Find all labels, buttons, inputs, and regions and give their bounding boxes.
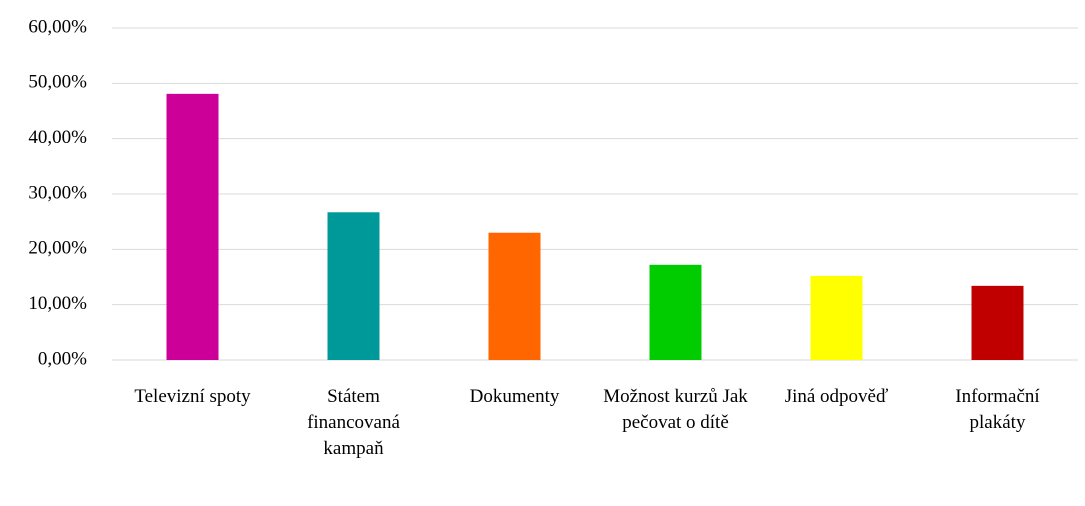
x-tick-label: Státem financovaná kampaň: [307, 386, 400, 459]
y-tick-label: 30,00%: [28, 182, 87, 203]
bar: [810, 275, 863, 360]
y-tick-label: 50,00%: [28, 72, 87, 93]
label-line: Jiná odpověď: [785, 386, 889, 407]
label-line: plakáty: [970, 412, 1026, 433]
label-line: Státem: [327, 386, 380, 407]
y-tick-label: 60,00%: [28, 16, 87, 37]
x-tick-label: Dokumenty: [470, 386, 560, 407]
x-tick-label: Jiná odpověď: [785, 386, 889, 407]
label-line: Dokumenty: [470, 386, 560, 407]
label-line: Informační: [955, 386, 1040, 407]
x-tick-label: Informační plakáty: [955, 386, 1040, 433]
y-tick-label: 40,00%: [28, 127, 87, 148]
x-tick-label: Televizní spoty: [134, 386, 251, 407]
label-line: financovaná: [307, 412, 400, 433]
y-tick-label: 10,00%: [28, 293, 87, 314]
bar: [971, 285, 1024, 360]
bar: [488, 232, 541, 360]
label-line: Možnost kurzů Jak: [603, 386, 748, 407]
label-line: pečovat o dítě: [622, 412, 729, 433]
bar: [166, 93, 219, 360]
bar: [327, 212, 380, 360]
label-line: Televizní spoty: [134, 386, 251, 407]
bar: [649, 264, 702, 360]
label-line: kampaň: [323, 438, 384, 459]
y-tick-label: 20,00%: [28, 238, 87, 259]
x-tick-label: Možnost kurzů Jak pečovat o dítě: [603, 386, 748, 433]
y-tick-label: 0,00%: [38, 348, 87, 369]
